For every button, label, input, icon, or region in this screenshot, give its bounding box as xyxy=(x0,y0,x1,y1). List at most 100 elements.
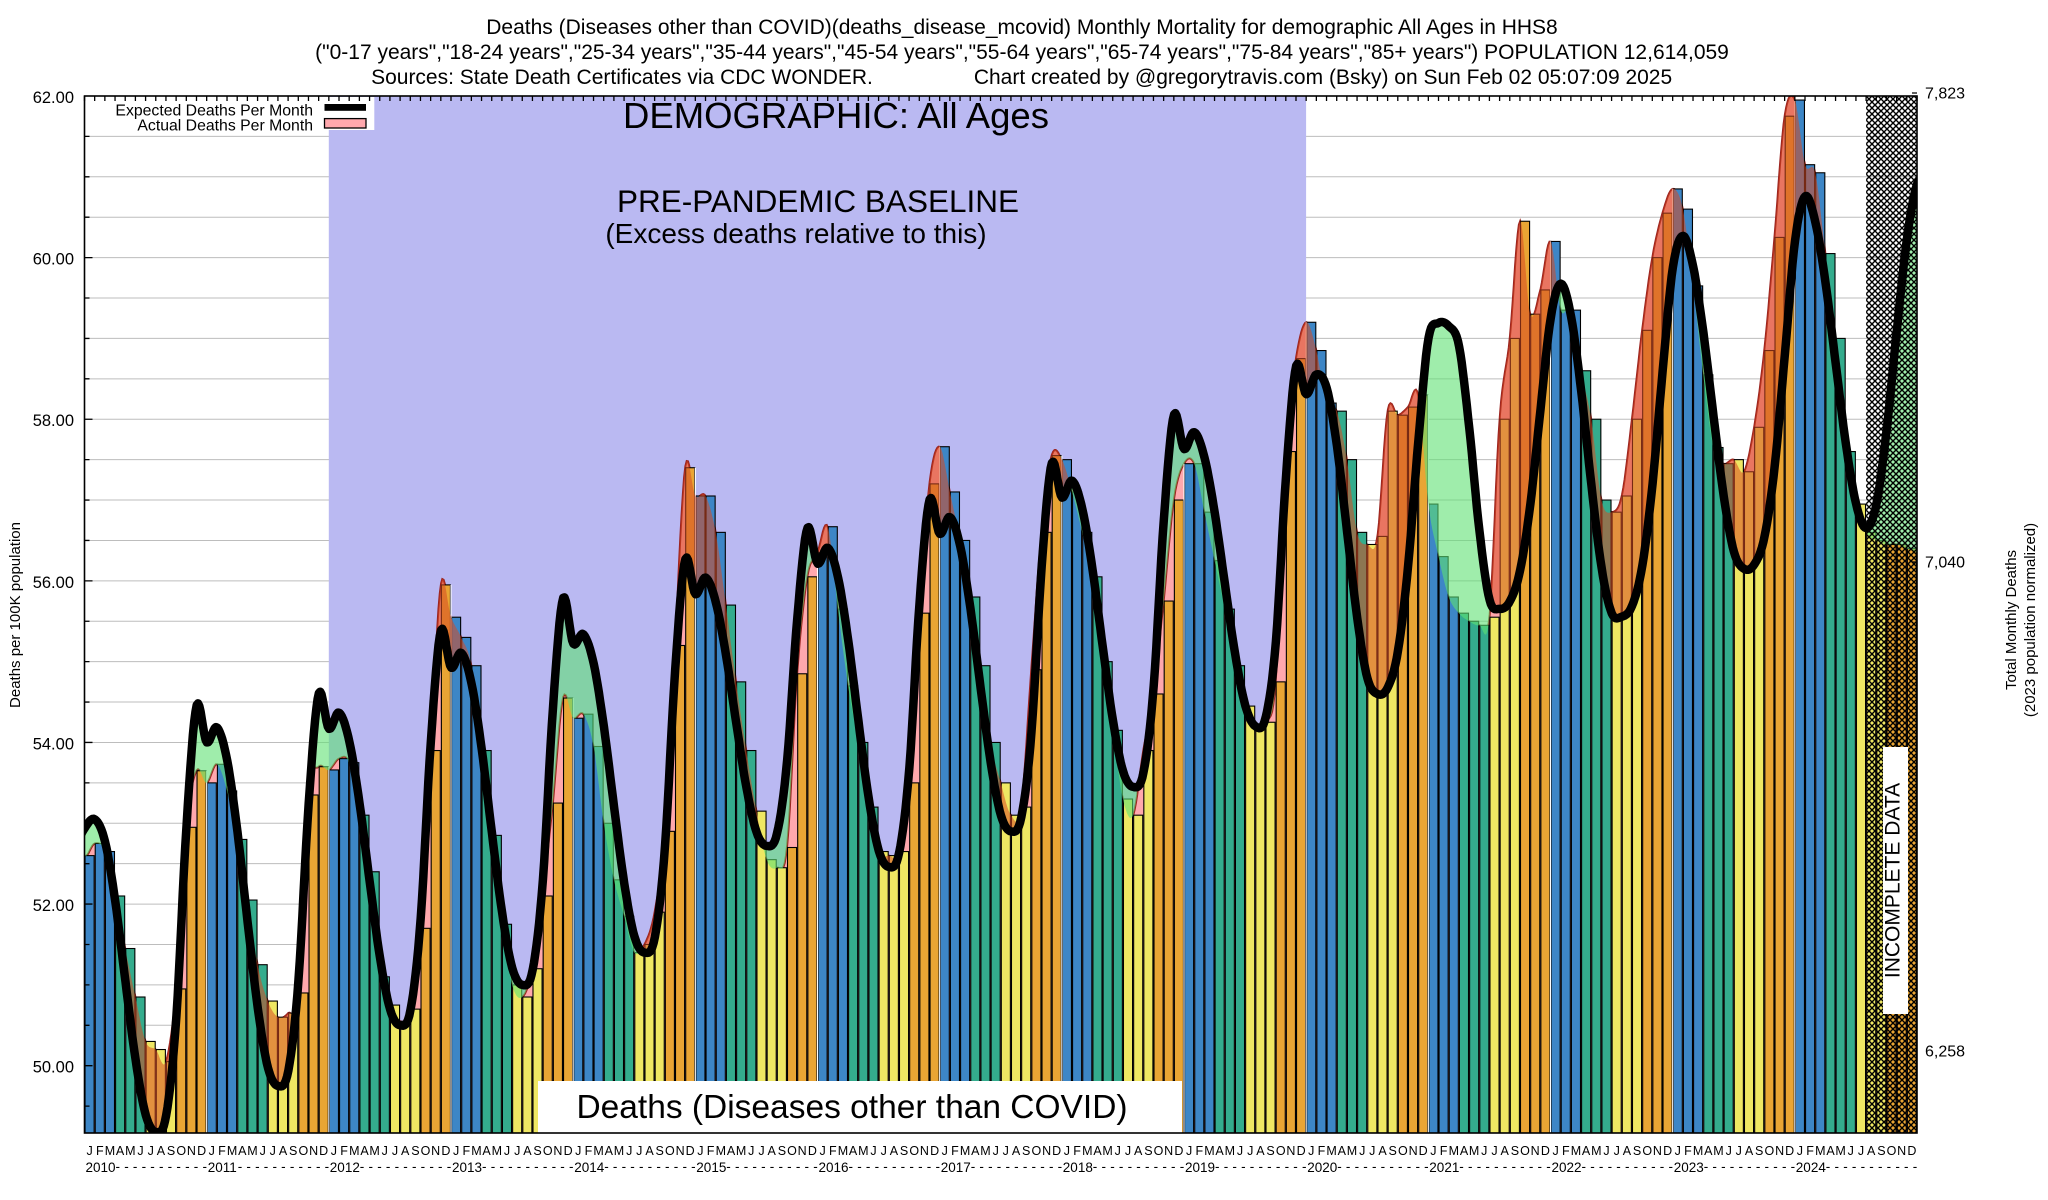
svg-text:J: J xyxy=(1552,1144,1558,1158)
svg-text:F: F xyxy=(96,1144,104,1158)
svg-text:M: M xyxy=(105,1144,115,1158)
svg-text:O: O xyxy=(543,1144,553,1158)
svg-text:J: J xyxy=(1125,1144,1131,1158)
svg-text:J: J xyxy=(993,1144,999,1158)
svg-text:J: J xyxy=(1614,1144,1620,1158)
svg-text:DEMOGRAPHIC: All Ages: DEMOGRAPHIC: All Ages xyxy=(623,95,1049,136)
svg-text:M: M xyxy=(1347,1144,1357,1158)
svg-text:("0-17 years","18-24 years","2: ("0-17 years","18-24 years","25-34 years… xyxy=(315,41,1729,64)
svg-text:M: M xyxy=(247,1144,257,1158)
svg-text:A: A xyxy=(116,1144,125,1158)
svg-text:J: J xyxy=(1481,1144,1487,1158)
svg-text:M: M xyxy=(980,1144,990,1158)
svg-text:2015: 2015 xyxy=(696,1160,726,1175)
svg-text:D: D xyxy=(1663,1144,1672,1158)
svg-text:J: J xyxy=(260,1144,266,1158)
svg-text:A: A xyxy=(849,1144,858,1158)
svg-text:D: D xyxy=(1419,1144,1428,1158)
svg-text:M: M xyxy=(1326,1144,1336,1158)
svg-text:A: A xyxy=(768,1144,777,1158)
svg-text:56.00: 56.00 xyxy=(33,574,74,592)
svg-text:J: J xyxy=(1003,1144,1009,1158)
svg-text:-----------: ----------- xyxy=(482,1159,578,1174)
svg-text:D: D xyxy=(197,1144,206,1158)
svg-text:A: A xyxy=(1867,1144,1876,1158)
svg-text:Sources: State Death Certifica: Sources: State Death Certificates via CD… xyxy=(371,66,873,89)
svg-text:F: F xyxy=(1806,1144,1814,1158)
svg-text:60.00: 60.00 xyxy=(33,251,74,269)
svg-text:O: O xyxy=(909,1144,919,1158)
svg-text:M: M xyxy=(1469,1144,1479,1158)
svg-text:D: D xyxy=(1541,1144,1550,1158)
svg-text:D: D xyxy=(441,1144,450,1158)
svg-text:-----------: ----------- xyxy=(604,1159,700,1174)
svg-text:M: M xyxy=(1225,1144,1235,1158)
svg-text:M: M xyxy=(1449,1144,1459,1158)
svg-text:2017: 2017 xyxy=(941,1160,971,1175)
svg-text:N: N xyxy=(1286,1144,1295,1158)
svg-text:M: M xyxy=(349,1144,359,1158)
svg-text:N: N xyxy=(1164,1144,1173,1158)
svg-text:N: N xyxy=(1897,1144,1906,1158)
svg-text:Total Monthly Deaths: Total Monthly Deaths xyxy=(2003,550,2020,690)
svg-text:M: M xyxy=(1713,1144,1723,1158)
svg-text:2018: 2018 xyxy=(1063,1160,1093,1175)
svg-text:Chart created by @gregorytravi: Chart created by @gregorytravis.com (Bsk… xyxy=(974,66,1672,89)
svg-text:A: A xyxy=(727,1144,736,1158)
svg-text:F: F xyxy=(218,1144,226,1158)
svg-text:J: J xyxy=(137,1144,143,1158)
svg-text:2019: 2019 xyxy=(1185,1160,1215,1175)
svg-text:M: M xyxy=(1571,1144,1581,1158)
svg-text:J: J xyxy=(1186,1144,1192,1158)
svg-text:52.00: 52.00 xyxy=(33,897,74,915)
svg-text:O: O xyxy=(1642,1144,1652,1158)
svg-text:Expected Deaths Per Month: Expected Deaths Per Month xyxy=(115,103,313,120)
svg-text:J: J xyxy=(1675,1144,1681,1158)
svg-text:O: O xyxy=(299,1144,309,1158)
svg-text:2014: 2014 xyxy=(574,1160,605,1175)
svg-text:S: S xyxy=(1144,1144,1152,1158)
svg-text:-----------: ----------- xyxy=(849,1159,945,1174)
svg-text:A: A xyxy=(1582,1144,1591,1158)
svg-text:M: M xyxy=(492,1144,502,1158)
svg-text:J: J xyxy=(1430,1144,1436,1158)
svg-text:J: J xyxy=(1115,1144,1121,1158)
svg-text:J: J xyxy=(331,1144,337,1158)
svg-text:58.00: 58.00 xyxy=(33,412,74,430)
svg-text:J: J xyxy=(504,1144,510,1158)
svg-text:O: O xyxy=(1154,1144,1164,1158)
svg-text:J: J xyxy=(942,1144,948,1158)
svg-text:M: M xyxy=(1835,1144,1845,1158)
svg-text:F: F xyxy=(340,1144,348,1158)
svg-text:O: O xyxy=(421,1144,431,1158)
svg-text:N: N xyxy=(1653,1144,1662,1158)
svg-text:A: A xyxy=(1256,1144,1265,1158)
svg-text:J: J xyxy=(1726,1144,1732,1158)
svg-text:M: M xyxy=(369,1144,379,1158)
svg-text:2010: 2010 xyxy=(86,1160,116,1175)
svg-text:S: S xyxy=(900,1144,908,1158)
svg-text:M: M xyxy=(614,1144,624,1158)
svg-text:D: D xyxy=(686,1144,695,1158)
svg-text:J: J xyxy=(392,1144,398,1158)
svg-text:2013: 2013 xyxy=(452,1160,482,1175)
svg-text:O: O xyxy=(1032,1144,1042,1158)
svg-text:-----------: ----------- xyxy=(238,1159,334,1174)
svg-text:J: J xyxy=(148,1144,154,1158)
svg-text:A: A xyxy=(890,1144,899,1158)
svg-text:F: F xyxy=(829,1144,837,1158)
svg-text:A: A xyxy=(1501,1144,1510,1158)
svg-text:M: M xyxy=(736,1144,746,1158)
svg-text:A: A xyxy=(482,1144,491,1158)
svg-text:PRE-PANDEMIC BASELINE: PRE-PANDEMIC BASELINE xyxy=(617,183,1019,219)
svg-text:6,258: 6,258 xyxy=(1925,1044,1965,1061)
svg-text:S: S xyxy=(1755,1144,1763,1158)
svg-text:F: F xyxy=(1318,1144,1326,1158)
svg-text:2011: 2011 xyxy=(208,1160,237,1175)
svg-text:A: A xyxy=(971,1144,980,1158)
svg-text:J: J xyxy=(1237,1144,1243,1158)
svg-text:M: M xyxy=(593,1144,603,1158)
svg-text:2021: 2021 xyxy=(1429,1160,1459,1175)
svg-text:-----------: ----------- xyxy=(1704,1159,1800,1174)
svg-text:F: F xyxy=(1562,1144,1570,1158)
